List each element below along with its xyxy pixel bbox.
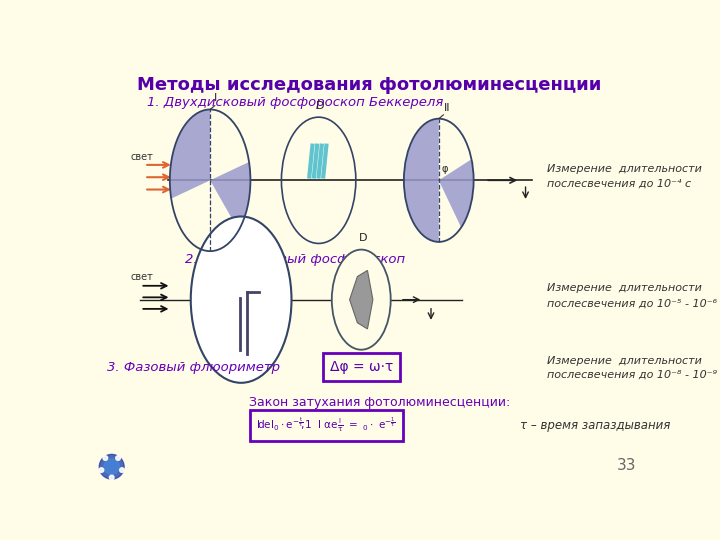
Text: Измерение  длительности: Измерение длительности [547, 283, 702, 293]
Polygon shape [350, 271, 373, 329]
Ellipse shape [191, 217, 292, 383]
Polygon shape [171, 180, 210, 251]
Text: послесвечения до 10⁻⁴ с: послесвечения до 10⁻⁴ с [547, 179, 691, 189]
Text: Закон затухания фотолюминесценции:: Закон затухания фотолюминесценции: [249, 396, 510, 409]
Text: I: I [214, 93, 217, 103]
Circle shape [99, 455, 124, 479]
Text: II: II [444, 103, 450, 112]
Text: Δφ = ω·τ: Δφ = ω·τ [330, 360, 393, 374]
Polygon shape [404, 119, 438, 242]
Text: Измерение  длительности: Измерение длительности [547, 164, 702, 174]
Text: D: D [316, 101, 325, 111]
Text: τ – время запаздывания: τ – время запаздывания [520, 418, 670, 431]
Text: 1. Двухдисковый фосфороскоп Беккереля: 1. Двухдисковый фосфороскоп Беккереля [147, 96, 444, 109]
Circle shape [116, 456, 120, 460]
Text: послесвечения до 10⁻⁸ - 10⁻⁹ с: послесвечения до 10⁻⁸ - 10⁻⁹ с [547, 370, 720, 380]
Text: 3. Фазовый флюориметр: 3. Фазовый флюориметр [107, 361, 280, 374]
Circle shape [103, 456, 108, 460]
Text: 2. Однодисковый фосфороскоп: 2. Однодисковый фосфороскоп [185, 253, 405, 266]
Text: Методы исследования фотолюминесценции: Методы исследования фотолюминесценции [137, 76, 601, 94]
Ellipse shape [332, 249, 391, 350]
Text: 33: 33 [617, 458, 636, 473]
Text: $\rm I\!del_0 \cdot e^{-\frac{t}{\tau}}\!,\!1\ \ l\ \alpha e\frac{l}{\tau}\ =\ _: $\rm I\!del_0 \cdot e^{-\frac{t}{\tau}}\… [256, 416, 396, 434]
Circle shape [120, 468, 125, 472]
Text: свет: свет [130, 152, 153, 162]
Circle shape [109, 475, 114, 480]
Text: свет: свет [130, 272, 153, 281]
Text: D: D [359, 233, 367, 244]
Circle shape [104, 459, 120, 475]
Text: послесвечения до 10⁻⁵ - 10⁻⁶ с: послесвечения до 10⁻⁵ - 10⁻⁶ с [547, 299, 720, 308]
Polygon shape [170, 110, 210, 251]
Polygon shape [210, 162, 251, 231]
Text: φ: φ [442, 164, 449, 174]
Polygon shape [438, 159, 474, 227]
Circle shape [99, 468, 104, 472]
Text: Измерение  длительности: Измерение длительности [547, 356, 702, 366]
